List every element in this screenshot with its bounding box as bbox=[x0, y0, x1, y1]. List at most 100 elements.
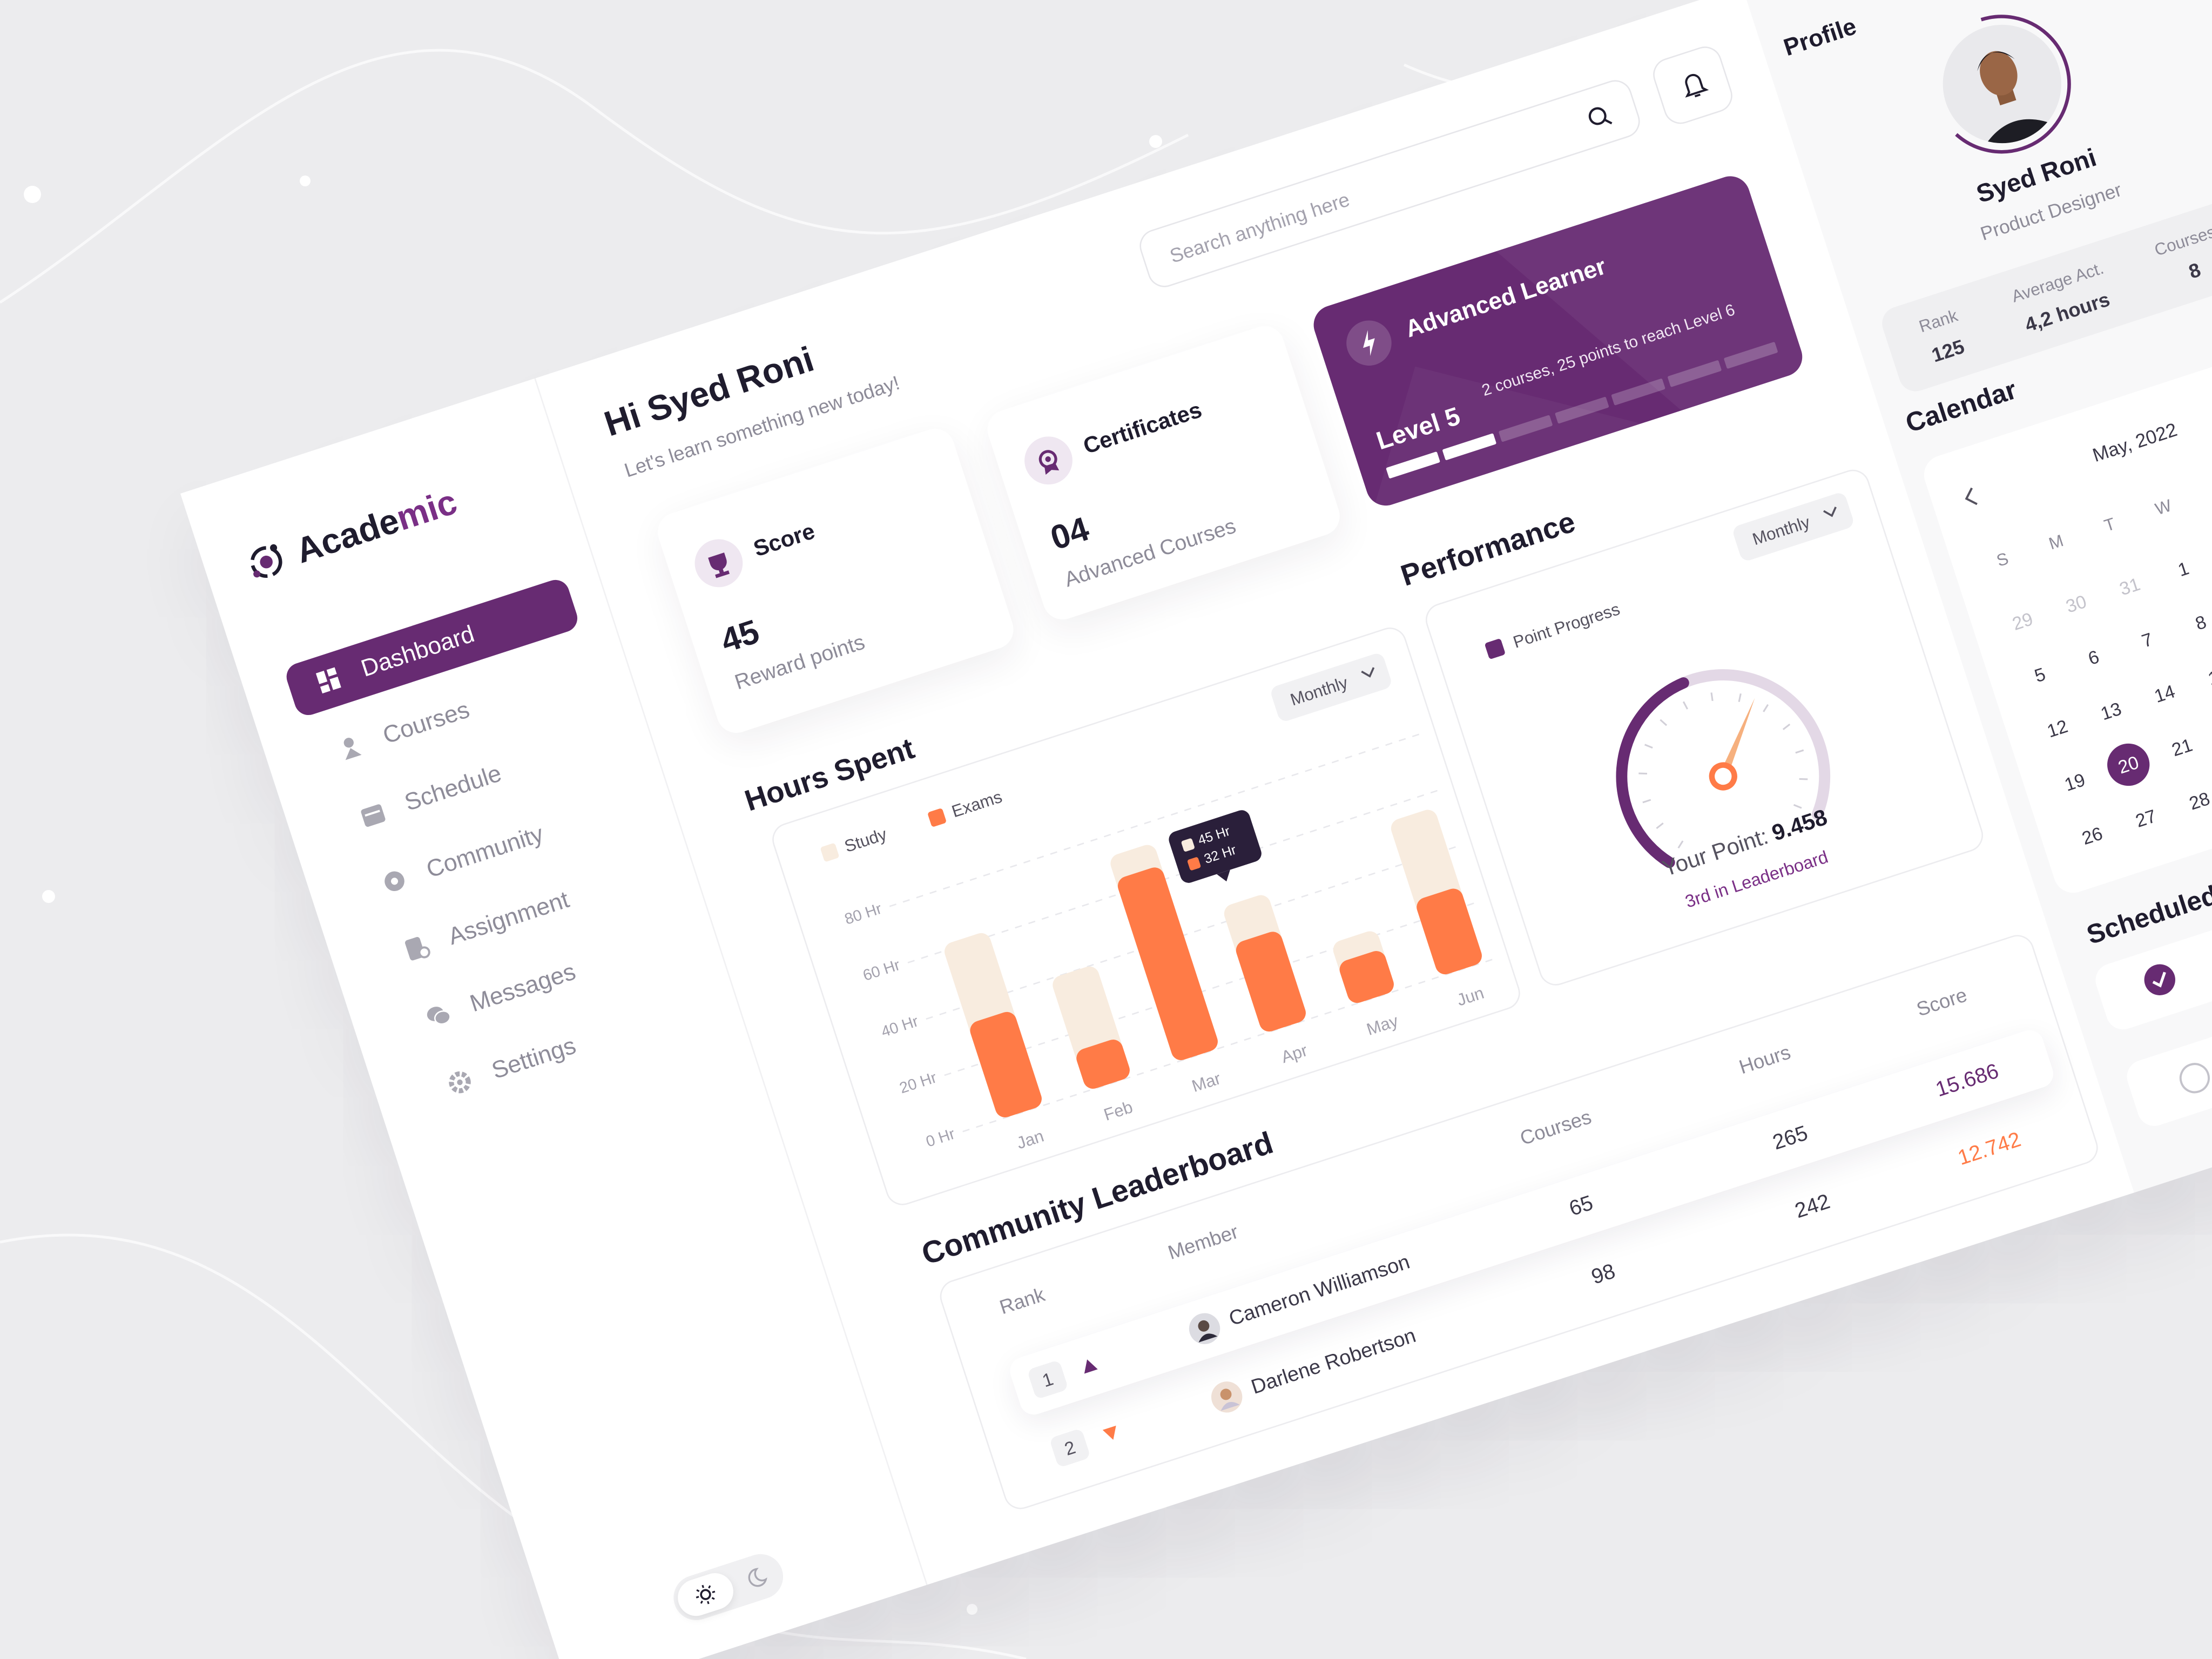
gauge-tick bbox=[1638, 772, 1647, 775]
y-tick-label: 80 Hr bbox=[842, 900, 884, 928]
nav-icon bbox=[315, 667, 341, 694]
gauge-tick bbox=[1795, 749, 1804, 754]
gauge-tick bbox=[1656, 822, 1664, 830]
card-caption: Advanced Courses bbox=[1061, 514, 1239, 592]
gauge-tick bbox=[1677, 840, 1684, 849]
icon-part bbox=[1220, 1402, 1240, 1411]
gauge-tick bbox=[1799, 778, 1808, 780]
column-header: Score bbox=[1913, 983, 1970, 1021]
icon-part bbox=[343, 738, 354, 748]
icon-part bbox=[1694, 93, 1701, 98]
icon-part bbox=[365, 810, 380, 817]
icon-part bbox=[2179, 1063, 2210, 1094]
profile-avatar bbox=[1943, 15, 2071, 159]
icon-part bbox=[1685, 74, 1709, 98]
x-tick-label: Jun bbox=[1454, 983, 1486, 1010]
icon-part bbox=[748, 1568, 767, 1587]
filter-dropdown[interactable]: Monthly bbox=[1731, 491, 1856, 563]
tooltip-pointer bbox=[1217, 869, 1230, 882]
bar bbox=[1117, 867, 1218, 1061]
icon-part bbox=[345, 748, 362, 760]
level-decor bbox=[1373, 171, 1808, 511]
filter-dropdown[interactable]: Monthly bbox=[1269, 651, 1393, 723]
decor-dot bbox=[42, 890, 55, 903]
gauge-tick bbox=[1682, 701, 1689, 710]
x-tick-label: Apr bbox=[1279, 1041, 1310, 1067]
x-tick-label: Feb bbox=[1102, 1097, 1135, 1124]
leaderboard-table: Rank Member Courses Hours Score 1 Cameron Will… bbox=[935, 930, 2102, 1514]
schedule-check[interactable] bbox=[2140, 960, 2179, 999]
x-tick-label: May bbox=[1364, 1011, 1400, 1039]
card-icon bbox=[694, 539, 743, 588]
card-value: 04 bbox=[1046, 510, 1094, 558]
search-box[interactable]: Search anything here bbox=[1135, 76, 1644, 292]
icon-part bbox=[329, 676, 341, 690]
icon-part bbox=[700, 1589, 711, 1600]
level-icon bbox=[1346, 320, 1392, 366]
gauge-tick bbox=[1710, 692, 1714, 702]
member-avatar bbox=[1189, 1313, 1220, 1345]
icon-part bbox=[260, 555, 273, 569]
x-tick-label: Mar bbox=[1190, 1069, 1223, 1096]
stat-card: Certificates 04 Advanced Courses bbox=[982, 321, 1345, 625]
y-tick-label: 60 Hr bbox=[861, 956, 902, 984]
y-tick-label: 20 Hr bbox=[898, 1069, 939, 1097]
legend-label: Exams bbox=[949, 787, 1004, 821]
nav-icon bbox=[385, 871, 404, 892]
tooltip-box bbox=[1169, 810, 1262, 883]
member-avatar bbox=[1211, 1381, 1243, 1413]
theme-toggle[interactable] bbox=[667, 1548, 789, 1626]
icon-part bbox=[1588, 107, 1607, 125]
gauge-needle bbox=[1719, 698, 1755, 778]
icon-part bbox=[270, 544, 278, 551]
icon-part bbox=[449, 1071, 471, 1094]
courses: 98 bbox=[1588, 1259, 1618, 1290]
card-title: Certificates bbox=[1081, 399, 1205, 460]
grid-line bbox=[907, 788, 1442, 963]
icon-part bbox=[1102, 1425, 1116, 1440]
column-header: Member bbox=[1165, 1219, 1241, 1264]
decor-dot bbox=[24, 186, 41, 203]
icon-part bbox=[696, 1584, 716, 1604]
schedule-check[interactable] bbox=[2175, 1058, 2212, 1097]
bar bbox=[1417, 888, 1482, 975]
chevron bbox=[1361, 667, 1375, 678]
decor-curve bbox=[0, 49, 1189, 304]
icon-part bbox=[1823, 507, 1837, 517]
column-header: Rank bbox=[996, 1283, 1048, 1319]
column-header: Courses bbox=[1517, 1105, 1594, 1150]
icon-part bbox=[1363, 330, 1375, 356]
logo-icon bbox=[250, 544, 282, 578]
gauge-tick bbox=[1642, 799, 1651, 804]
bar bbox=[1339, 951, 1394, 1003]
decor-dot bbox=[1149, 135, 1162, 148]
bar bbox=[1236, 932, 1306, 1032]
icon-part bbox=[390, 878, 399, 885]
column-header: Hours bbox=[1736, 1040, 1793, 1078]
nav-icon bbox=[427, 1007, 451, 1025]
decor-dot bbox=[967, 1604, 977, 1615]
notification-button[interactable] bbox=[1649, 42, 1737, 129]
legend-swatch bbox=[820, 843, 839, 862]
calendar-prev[interactable] bbox=[1964, 487, 1978, 507]
icon-part bbox=[2152, 972, 2166, 988]
gauge-hub bbox=[1709, 762, 1737, 791]
icon-part bbox=[1220, 1388, 1232, 1400]
icon-part bbox=[1604, 118, 1613, 125]
card-icon bbox=[1024, 436, 1073, 485]
icon-part bbox=[326, 667, 337, 677]
moon-icon bbox=[748, 1568, 767, 1587]
sun-icon bbox=[696, 1584, 716, 1604]
chevron bbox=[1823, 507, 1837, 517]
icon-part bbox=[708, 552, 727, 571]
icon-part bbox=[1038, 450, 1060, 475]
grid-line bbox=[889, 732, 1424, 907]
tooltip-swatch bbox=[1187, 857, 1201, 871]
nav-icon bbox=[405, 937, 430, 961]
gauge bbox=[1616, 669, 1831, 868]
gauge-tick bbox=[1782, 723, 1791, 730]
bar bbox=[970, 1011, 1042, 1117]
